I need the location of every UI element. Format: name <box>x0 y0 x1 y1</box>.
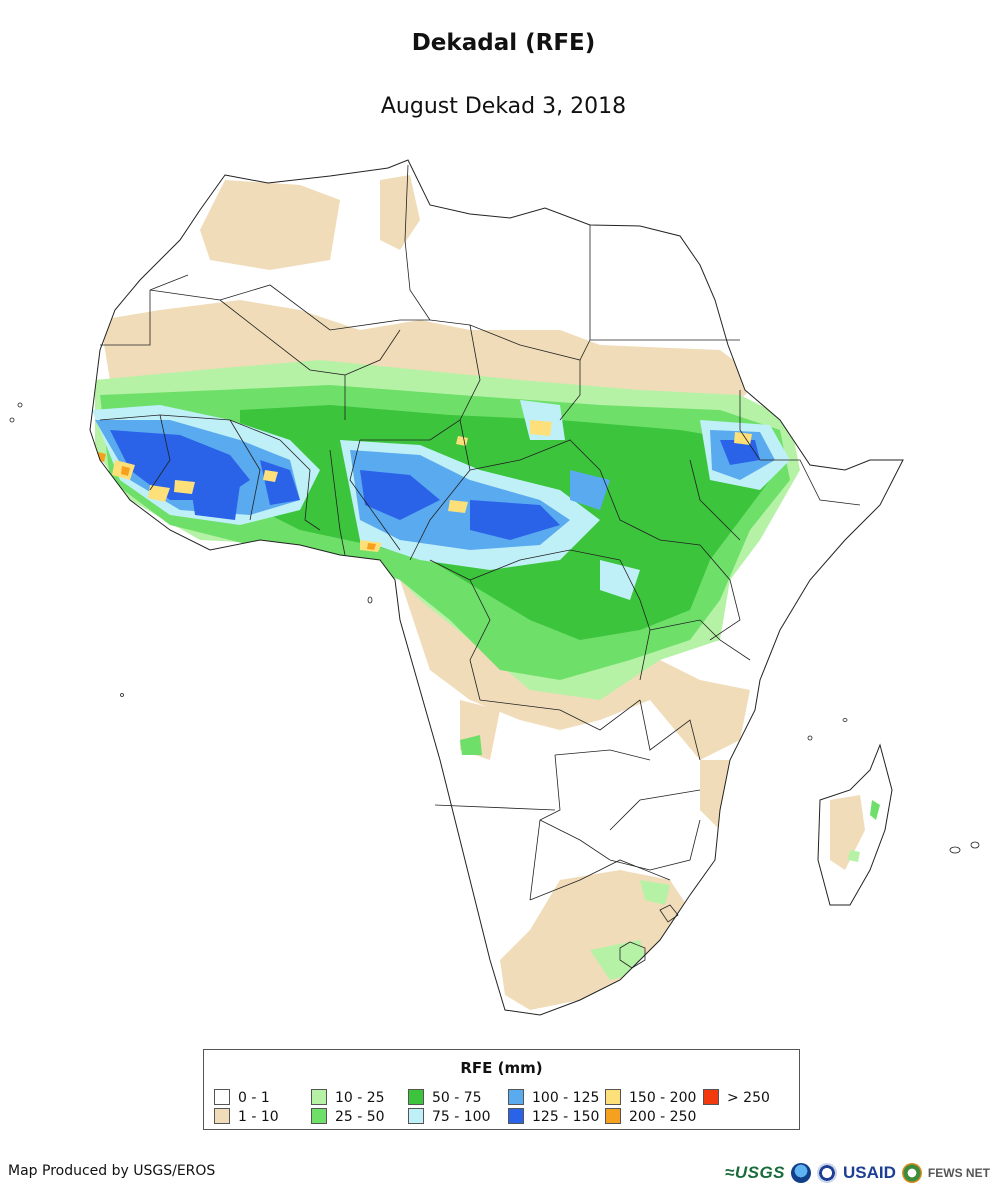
legend-item-0-1: 0 - 1 <box>214 1089 270 1107</box>
legend-item-over-250: > 250 <box>703 1089 770 1107</box>
legend-swatch <box>311 1089 327 1105</box>
country-borders <box>99 164 861 969</box>
legend-swatch <box>508 1108 524 1124</box>
legend-item-150-200: 150 - 200 <box>605 1089 696 1107</box>
islands <box>9 402 980 854</box>
legend-swatch <box>508 1089 524 1105</box>
africa-rainfall-map <box>0 150 1007 1030</box>
rainfall-150-200-areas <box>112 420 752 552</box>
legend-item-50-75: 50 - 75 <box>408 1089 482 1107</box>
map-svg <box>9 159 980 1016</box>
legend-swatch <box>605 1089 621 1105</box>
rainfall-200-250-areas <box>97 452 376 550</box>
usgs-logo: ≈USGS <box>725 1163 786 1182</box>
legend-item-10-25: 10 - 25 <box>311 1089 385 1107</box>
legend-swatch <box>605 1108 621 1124</box>
rainfall-125-150-areas <box>110 430 760 540</box>
legend-item-100-125: 100 - 125 <box>508 1089 599 1107</box>
legend: RFE (mm) 0 - 1 1 - 10 10 - 25 25 - 50 50… <box>203 1049 800 1130</box>
map-title: Dekadal (RFE) <box>411 30 596 56</box>
legend-swatch <box>214 1089 230 1105</box>
legend-item-25-50: 25 - 50 <box>311 1108 385 1126</box>
legend-title: RFE (mm) <box>460 1059 543 1077</box>
fews-net-logo: FEWS NET <box>927 1166 990 1180</box>
map-subtitle: August Dekad 3, 2018 <box>380 94 627 119</box>
agency-logos: ≈USGS USAID FEWS NET <box>725 1160 1000 1186</box>
noaa-logo-icon <box>791 1163 812 1183</box>
legend-swatch <box>408 1108 424 1124</box>
legend-item-1-10: 1 - 10 <box>214 1108 279 1126</box>
legend-item-200-250: 200 - 250 <box>605 1108 696 1126</box>
usaid-logo: USAID <box>843 1163 896 1182</box>
legend-swatch <box>703 1089 719 1105</box>
fews-globe-icon <box>901 1163 922 1183</box>
madagascar <box>817 743 893 906</box>
legend-swatch <box>311 1108 327 1124</box>
usaid-seal-icon <box>817 1163 838 1183</box>
legend-item-75-100: 75 - 100 <box>408 1108 491 1126</box>
legend-swatch <box>408 1089 424 1105</box>
map-credit: Map Produced by USGS/EROS <box>8 1163 216 1179</box>
legend-swatch <box>214 1108 230 1124</box>
legend-item-125-150: 125 - 150 <box>508 1108 599 1126</box>
